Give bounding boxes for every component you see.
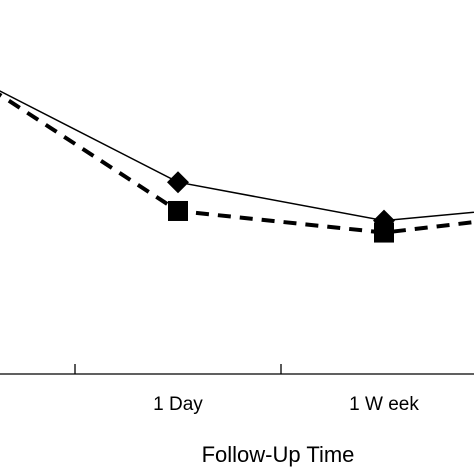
x-axis-title: Follow-Up Time [202, 442, 355, 467]
series-line-2 [0, 92, 474, 235]
series-line-1 [0, 90, 474, 222]
series-1-diamond-marker [167, 171, 189, 194]
x-tick-label: 1 W eek [349, 394, 419, 415]
series-2-square-marker [374, 222, 394, 243]
series-2-square-marker [168, 200, 188, 221]
x-axis [0, 364, 474, 375]
x-tick-label: 1 Day [153, 394, 203, 415]
plot-area [0, 90, 474, 243]
